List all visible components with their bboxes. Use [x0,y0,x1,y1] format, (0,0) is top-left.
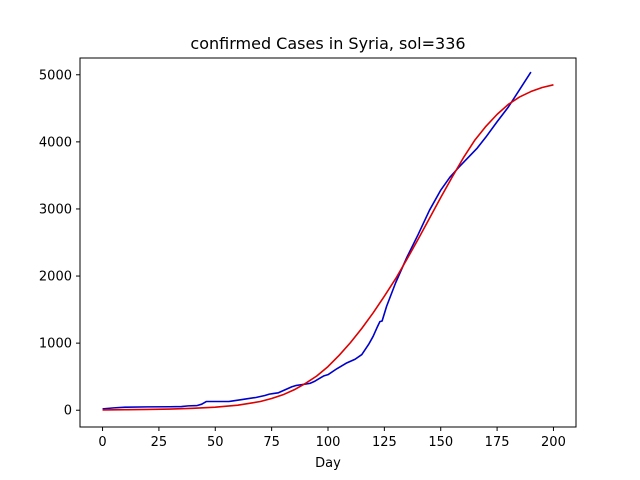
chart-title: confirmed Cases in Syria, sol=336 [190,34,465,53]
x-tick-label: 125 [372,435,397,450]
y-axis-ticks: 0 1000 2000 3000 4000 5000 [39,68,80,419]
x-tick-label: 175 [485,435,510,450]
y-tick-label: 1000 [39,337,72,352]
x-tick-label: 0 [98,435,106,450]
series-layer [102,71,554,411]
y-tick-label: 4000 [39,135,72,150]
y-tick-label: 3000 [39,202,72,217]
y-tick-label: 5000 [39,68,72,83]
x-tick-label: 25 [151,435,168,450]
series-line-0 [102,71,532,410]
x-tick-label: 100 [316,435,341,450]
x-tick-label: 200 [541,435,566,450]
x-tick-label: 150 [428,435,453,450]
y-tick-label: 2000 [39,270,72,285]
x-axis-label: Day [315,456,341,471]
series-line-1 [102,84,554,411]
x-tick-label: 50 [207,435,224,450]
x-tick-label: 75 [263,435,280,450]
y-tick-label: 0 [64,404,72,419]
x-axis-ticks: 0 25 50 75 100 125 150 175 200 [98,427,566,450]
